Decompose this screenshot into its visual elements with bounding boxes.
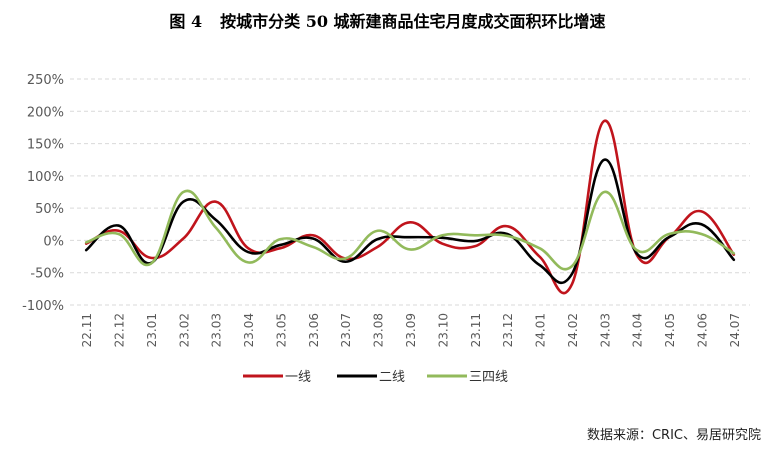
x-tick-label: 22.11 (80, 313, 94, 347)
legend-label: 二线 (379, 370, 405, 385)
gridlines (70, 78, 750, 306)
chart-title: 图 4 按城市分类 50 城新建商品住宅月度成交面积环比增速 (0, 8, 775, 32)
y-tick-label: -50% (30, 267, 64, 282)
legend-label: 一线 (285, 370, 311, 385)
x-tick-label: 23.03 (210, 313, 224, 347)
x-tick-label: 23.09 (404, 313, 418, 347)
y-tick-label: 0% (43, 234, 64, 249)
x-tick-label: 24.04 (631, 313, 645, 347)
x-axis-ticks: 22.11 22.12 23.01 23.02 23.03 23.04 23.05 23.06… (80, 313, 742, 347)
y-tick-label: 200% (27, 105, 64, 120)
y-tick-label: -100% (22, 299, 64, 314)
x-tick-label: 24.01 (534, 313, 548, 347)
x-tick-label: 22.12 (113, 313, 127, 347)
x-tick-label: 24.05 (663, 313, 677, 347)
x-tick-label: 24.06 (695, 313, 709, 347)
legend: 一线 二线 三四线 (243, 370, 508, 385)
figure-number: 图 4 (169, 12, 203, 31)
series-line-3 (84, 189, 736, 271)
series-lines (84, 119, 736, 295)
series-line-2 (84, 158, 736, 284)
x-tick-label: 23.06 (307, 313, 321, 347)
x-tick-label: 24.02 (566, 313, 580, 347)
y-tick-label: 100% (27, 170, 64, 185)
x-tick-label: 23.12 (501, 313, 515, 347)
y-tick-label: 250% (27, 73, 64, 88)
x-tick-label: 23.07 (339, 313, 353, 347)
x-tick-label: 24.07 (728, 313, 742, 347)
series-line-1 (84, 119, 736, 295)
x-tick-label: 24.03 (598, 313, 612, 347)
x-tick-label: 23.10 (436, 313, 450, 347)
y-tick-label: 50% (35, 202, 64, 217)
x-tick-label: 23.01 (145, 313, 159, 347)
x-tick-label: 23.02 (177, 313, 191, 347)
figure-title-text: 按城市分类 50 城新建商品住宅月度成交面积环比增速 (220, 12, 606, 31)
x-tick-label: 23.08 (372, 313, 386, 347)
x-tick-label: 23.04 (242, 313, 256, 347)
y-tick-label: 150% (27, 138, 64, 153)
source-note: 数据来源：CRIC、易居研究院 (586, 428, 761, 443)
x-tick-label: 23.11 (469, 313, 483, 347)
x-tick-label: 23.05 (274, 313, 288, 347)
legend-label: 三四线 (469, 370, 508, 385)
y-axis-ticks: -100% -50% 0% 50% 100% 150% 200% 250% (22, 73, 64, 314)
